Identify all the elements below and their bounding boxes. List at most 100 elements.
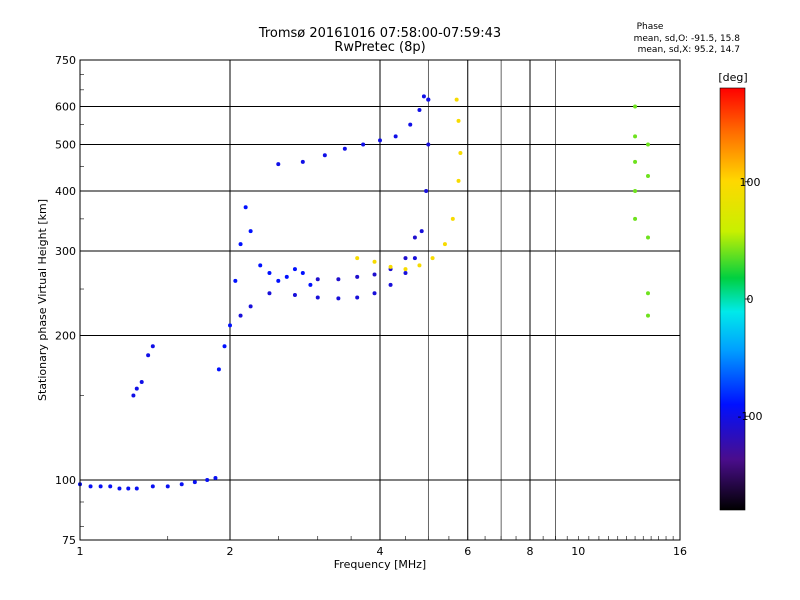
data-point xyxy=(454,97,459,102)
chart-subtitle: RwPretec (8p) xyxy=(334,40,426,55)
data-point xyxy=(315,295,320,300)
data-point xyxy=(248,304,253,309)
data-point xyxy=(412,256,417,261)
colorbar-ticks: 100 0 -100 xyxy=(738,176,763,423)
data-point xyxy=(322,153,327,158)
data-point xyxy=(146,353,151,358)
data-point xyxy=(243,205,248,210)
data-point xyxy=(458,151,463,156)
phase-box-title: Phase xyxy=(636,22,664,32)
data-point xyxy=(134,486,139,491)
data-point xyxy=(372,272,377,277)
data-point xyxy=(267,270,272,275)
data-point xyxy=(284,274,289,279)
y-tick-label: 100 xyxy=(55,474,76,487)
data-point xyxy=(248,229,253,234)
data-point xyxy=(300,270,305,275)
data-point xyxy=(408,122,413,127)
data-point xyxy=(450,216,455,221)
data-point xyxy=(165,484,170,489)
phase-stats-x: mean, sd,X: 95.2, 14.7 xyxy=(637,45,740,55)
data-point xyxy=(403,270,408,275)
data-points xyxy=(78,94,650,491)
data-point xyxy=(300,159,305,164)
data-point xyxy=(213,475,218,480)
data-point xyxy=(633,189,638,194)
data-point xyxy=(131,393,136,398)
data-point xyxy=(117,486,122,491)
y-tick-label: 75 xyxy=(62,534,76,547)
data-point xyxy=(342,146,347,151)
data-point xyxy=(388,264,393,269)
data-point xyxy=(403,256,408,261)
data-point xyxy=(430,256,435,261)
data-point xyxy=(456,178,461,183)
data-point xyxy=(205,478,210,483)
data-point xyxy=(633,104,638,109)
colorbar-tick-label: 0 xyxy=(747,293,754,306)
data-point xyxy=(292,292,297,297)
data-point xyxy=(372,291,377,296)
data-point xyxy=(645,291,650,296)
data-point xyxy=(308,282,313,287)
data-point xyxy=(233,278,238,283)
data-point xyxy=(426,142,431,147)
data-point xyxy=(645,235,650,240)
data-point xyxy=(238,313,243,318)
data-point xyxy=(424,189,429,194)
data-point xyxy=(378,138,382,143)
data-point xyxy=(108,484,113,489)
x-tick-label: 4 xyxy=(377,545,384,558)
data-point xyxy=(645,173,650,178)
data-point xyxy=(292,267,297,272)
x-tick-label: 6 xyxy=(464,545,471,558)
data-point xyxy=(134,386,139,391)
data-point xyxy=(238,242,243,247)
colorbar-tick-label: 100 xyxy=(740,176,761,189)
data-point xyxy=(645,142,650,147)
data-point xyxy=(355,274,360,279)
data-point xyxy=(633,216,638,221)
colorbar-label: [deg] xyxy=(718,71,747,84)
data-point xyxy=(426,97,431,102)
data-point xyxy=(228,323,232,328)
x-tick-label: 1 xyxy=(77,545,84,558)
y-tick-label: 200 xyxy=(55,330,76,343)
grid-lines xyxy=(79,60,681,540)
colorbar xyxy=(719,87,746,511)
x-tick-label: 16 xyxy=(673,545,687,558)
data-point xyxy=(88,484,93,489)
data-point xyxy=(456,118,461,123)
y-tick-label: 400 xyxy=(55,185,76,198)
x-tick-label: 2 xyxy=(227,545,234,558)
y-tick-label: 600 xyxy=(55,101,76,114)
data-point xyxy=(442,242,447,247)
data-point xyxy=(403,267,408,272)
y-tick-label: 750 xyxy=(55,54,76,67)
y-tick-labels: 75 100 200 300 400 500 600 750 xyxy=(55,54,76,547)
data-point xyxy=(355,256,360,261)
y-tick-label: 500 xyxy=(55,139,76,152)
y-tick-label: 300 xyxy=(55,245,76,258)
data-point xyxy=(388,282,393,287)
phase-stats-o: mean, sd,O: -91.5, 15.8 xyxy=(633,34,740,44)
x-tick-label: 8 xyxy=(527,545,534,558)
data-point xyxy=(267,291,272,296)
data-point xyxy=(258,263,263,268)
data-point xyxy=(126,486,131,491)
data-point xyxy=(412,235,417,240)
data-point xyxy=(419,229,424,234)
chart-title: Tromsø 20161016 07:58:00-07:59:43 xyxy=(258,26,502,41)
data-point xyxy=(633,134,638,139)
data-point xyxy=(150,344,155,349)
data-point xyxy=(276,162,281,167)
data-point xyxy=(421,94,426,99)
data-point xyxy=(393,134,398,139)
data-point xyxy=(645,313,650,318)
data-point xyxy=(222,344,227,349)
data-point xyxy=(633,159,638,164)
data-point xyxy=(192,480,197,485)
x-axis-label: Frequency [MHz] xyxy=(334,558,426,571)
x-tick-label: 10 xyxy=(571,545,585,558)
